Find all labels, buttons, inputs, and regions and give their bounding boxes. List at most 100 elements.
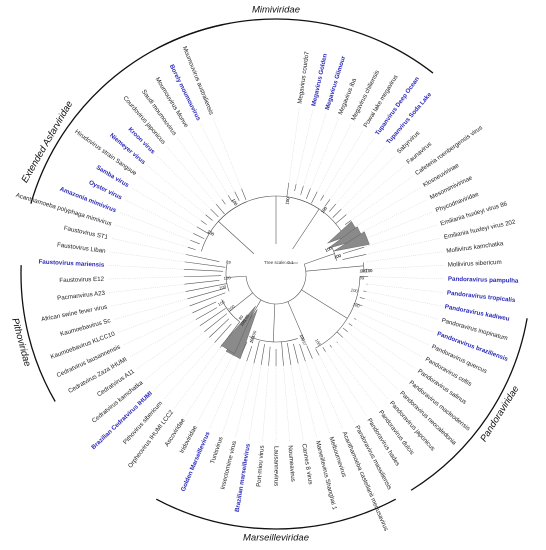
tree-branch — [311, 191, 318, 204]
leaf-label: Faustovirus mariensis — [38, 258, 105, 268]
tree-branch — [306, 345, 313, 359]
leaf-guide — [118, 305, 190, 333]
tree-branch — [234, 191, 240, 201]
leaf-guide — [137, 325, 201, 369]
tree-branch — [186, 254, 220, 263]
tree-branch — [301, 289, 348, 319]
leaf-label: Faustovirus ST1 — [63, 225, 109, 241]
leaf-guide — [163, 342, 215, 400]
bootstrap-value: 100 — [359, 268, 367, 273]
tree-branch — [335, 214, 347, 224]
leaf-label: Pandoravirus dulcis — [377, 409, 415, 456]
leaf-guide — [335, 146, 386, 205]
leaf-guide — [342, 337, 398, 390]
tree-branch — [190, 239, 200, 245]
tree-branch — [315, 348, 320, 356]
tree-branch — [227, 195, 233, 203]
leaf-guide — [290, 364, 304, 440]
bootstrap-value: 100 — [248, 335, 255, 344]
family-arc — [155, 18, 434, 74]
tree-branch — [214, 323, 232, 343]
bootstrap-value: 100 — [231, 198, 239, 207]
leaf-guide — [114, 298, 188, 320]
leaf-label: Megavirus courdo7 — [297, 51, 311, 105]
bootstrap-value: 100 — [284, 196, 290, 204]
tree-branch — [287, 343, 292, 365]
tree-branch — [329, 203, 337, 212]
tree-branch — [363, 290, 367, 292]
family-label: Marseilleviridae — [243, 533, 309, 544]
bootstrap-value: 89 — [359, 275, 365, 280]
tree-branch — [241, 188, 247, 200]
bootstrap-value: 100 — [333, 253, 342, 260]
leaf-guide — [166, 146, 217, 205]
tree-branch — [184, 280, 220, 285]
leaf-guide — [350, 176, 413, 221]
tree-scale-label: Tree scale: 0.1 — [264, 260, 294, 265]
bootstrap-value: 100 — [352, 301, 361, 308]
leaf-guide — [354, 187, 421, 227]
leaf-label: Mollivirus sibericum — [448, 259, 502, 269]
bootstrap-value: 100 — [207, 229, 216, 237]
leaf-guide — [359, 312, 429, 345]
leaf-guide — [209, 358, 240, 429]
family-label: Pithoviridae — [9, 317, 32, 368]
leaf-guide — [318, 355, 355, 423]
leaf-label: Cannes 8 virus — [300, 443, 314, 485]
leaf-guide — [154, 337, 210, 390]
tree-branch — [300, 186, 304, 195]
bootstrap-value: 100 — [284, 196, 290, 204]
leaf-guides — [108, 107, 444, 443]
bootstrap-value: 100 — [333, 253, 342, 260]
bootstrap-value: 100 — [250, 329, 257, 338]
collapsed-clade-triangle — [220, 305, 256, 355]
tree-branch — [287, 301, 304, 339]
tree-branch — [187, 287, 227, 300]
leaf-guide — [337, 342, 389, 400]
bootstrap-value: 89 — [238, 314, 245, 321]
leaf-guide — [174, 347, 221, 409]
leaf-guide — [129, 319, 197, 358]
leaf-label: Tunisvirus — [209, 436, 225, 465]
tree-branch — [342, 327, 348, 332]
collapsed-clade-triangle — [327, 226, 364, 249]
leaf-guide — [341, 155, 396, 210]
collapsed-clade-triangle — [333, 231, 370, 252]
leaf-guide — [351, 325, 416, 369]
leaf-guide — [317, 123, 352, 192]
bootstrap-value: 100 — [231, 198, 239, 207]
tree-branch — [195, 307, 218, 320]
tree-branch — [348, 323, 353, 326]
bootstrap-value: 98 — [361, 268, 366, 273]
tree-branch — [359, 297, 365, 300]
leaf-guide — [109, 251, 185, 263]
tree-branch — [248, 299, 262, 321]
leaf-label: Pandoravirus tropicalis — [447, 290, 517, 305]
tree-branch — [336, 331, 343, 338]
tree-branch — [299, 344, 306, 362]
leaf-guide — [355, 319, 423, 358]
leaf-label: Port-miou virus — [255, 445, 265, 487]
bootstrap-value: 77 — [240, 319, 247, 326]
leaf-guide — [347, 331, 407, 380]
leaf-label: Mollivirus kamchatka — [446, 240, 504, 255]
tree-branch — [342, 246, 365, 254]
bootstrap-value: 100 — [227, 303, 236, 312]
leaf-guide — [108, 265, 185, 270]
leaf-guide — [235, 363, 255, 438]
tree-branch — [189, 292, 226, 307]
tree-branch — [260, 344, 265, 365]
tree-branch — [229, 292, 253, 312]
tree-branch — [226, 275, 247, 278]
tree-branch — [210, 209, 219, 218]
leaf-guide — [325, 351, 367, 416]
tree-branch — [187, 247, 196, 250]
leaf-guide — [323, 130, 364, 196]
leaf-guide — [298, 363, 317, 438]
family-labels: Mimiviridae Extended Asfarviridae Pithovir… — [9, 5, 521, 544]
leaf-guide — [366, 291, 441, 307]
family-label: Pandoraviridae — [478, 384, 521, 444]
tree-branch — [320, 195, 324, 201]
tree-branch — [336, 341, 338, 343]
tree-branch — [281, 341, 284, 366]
